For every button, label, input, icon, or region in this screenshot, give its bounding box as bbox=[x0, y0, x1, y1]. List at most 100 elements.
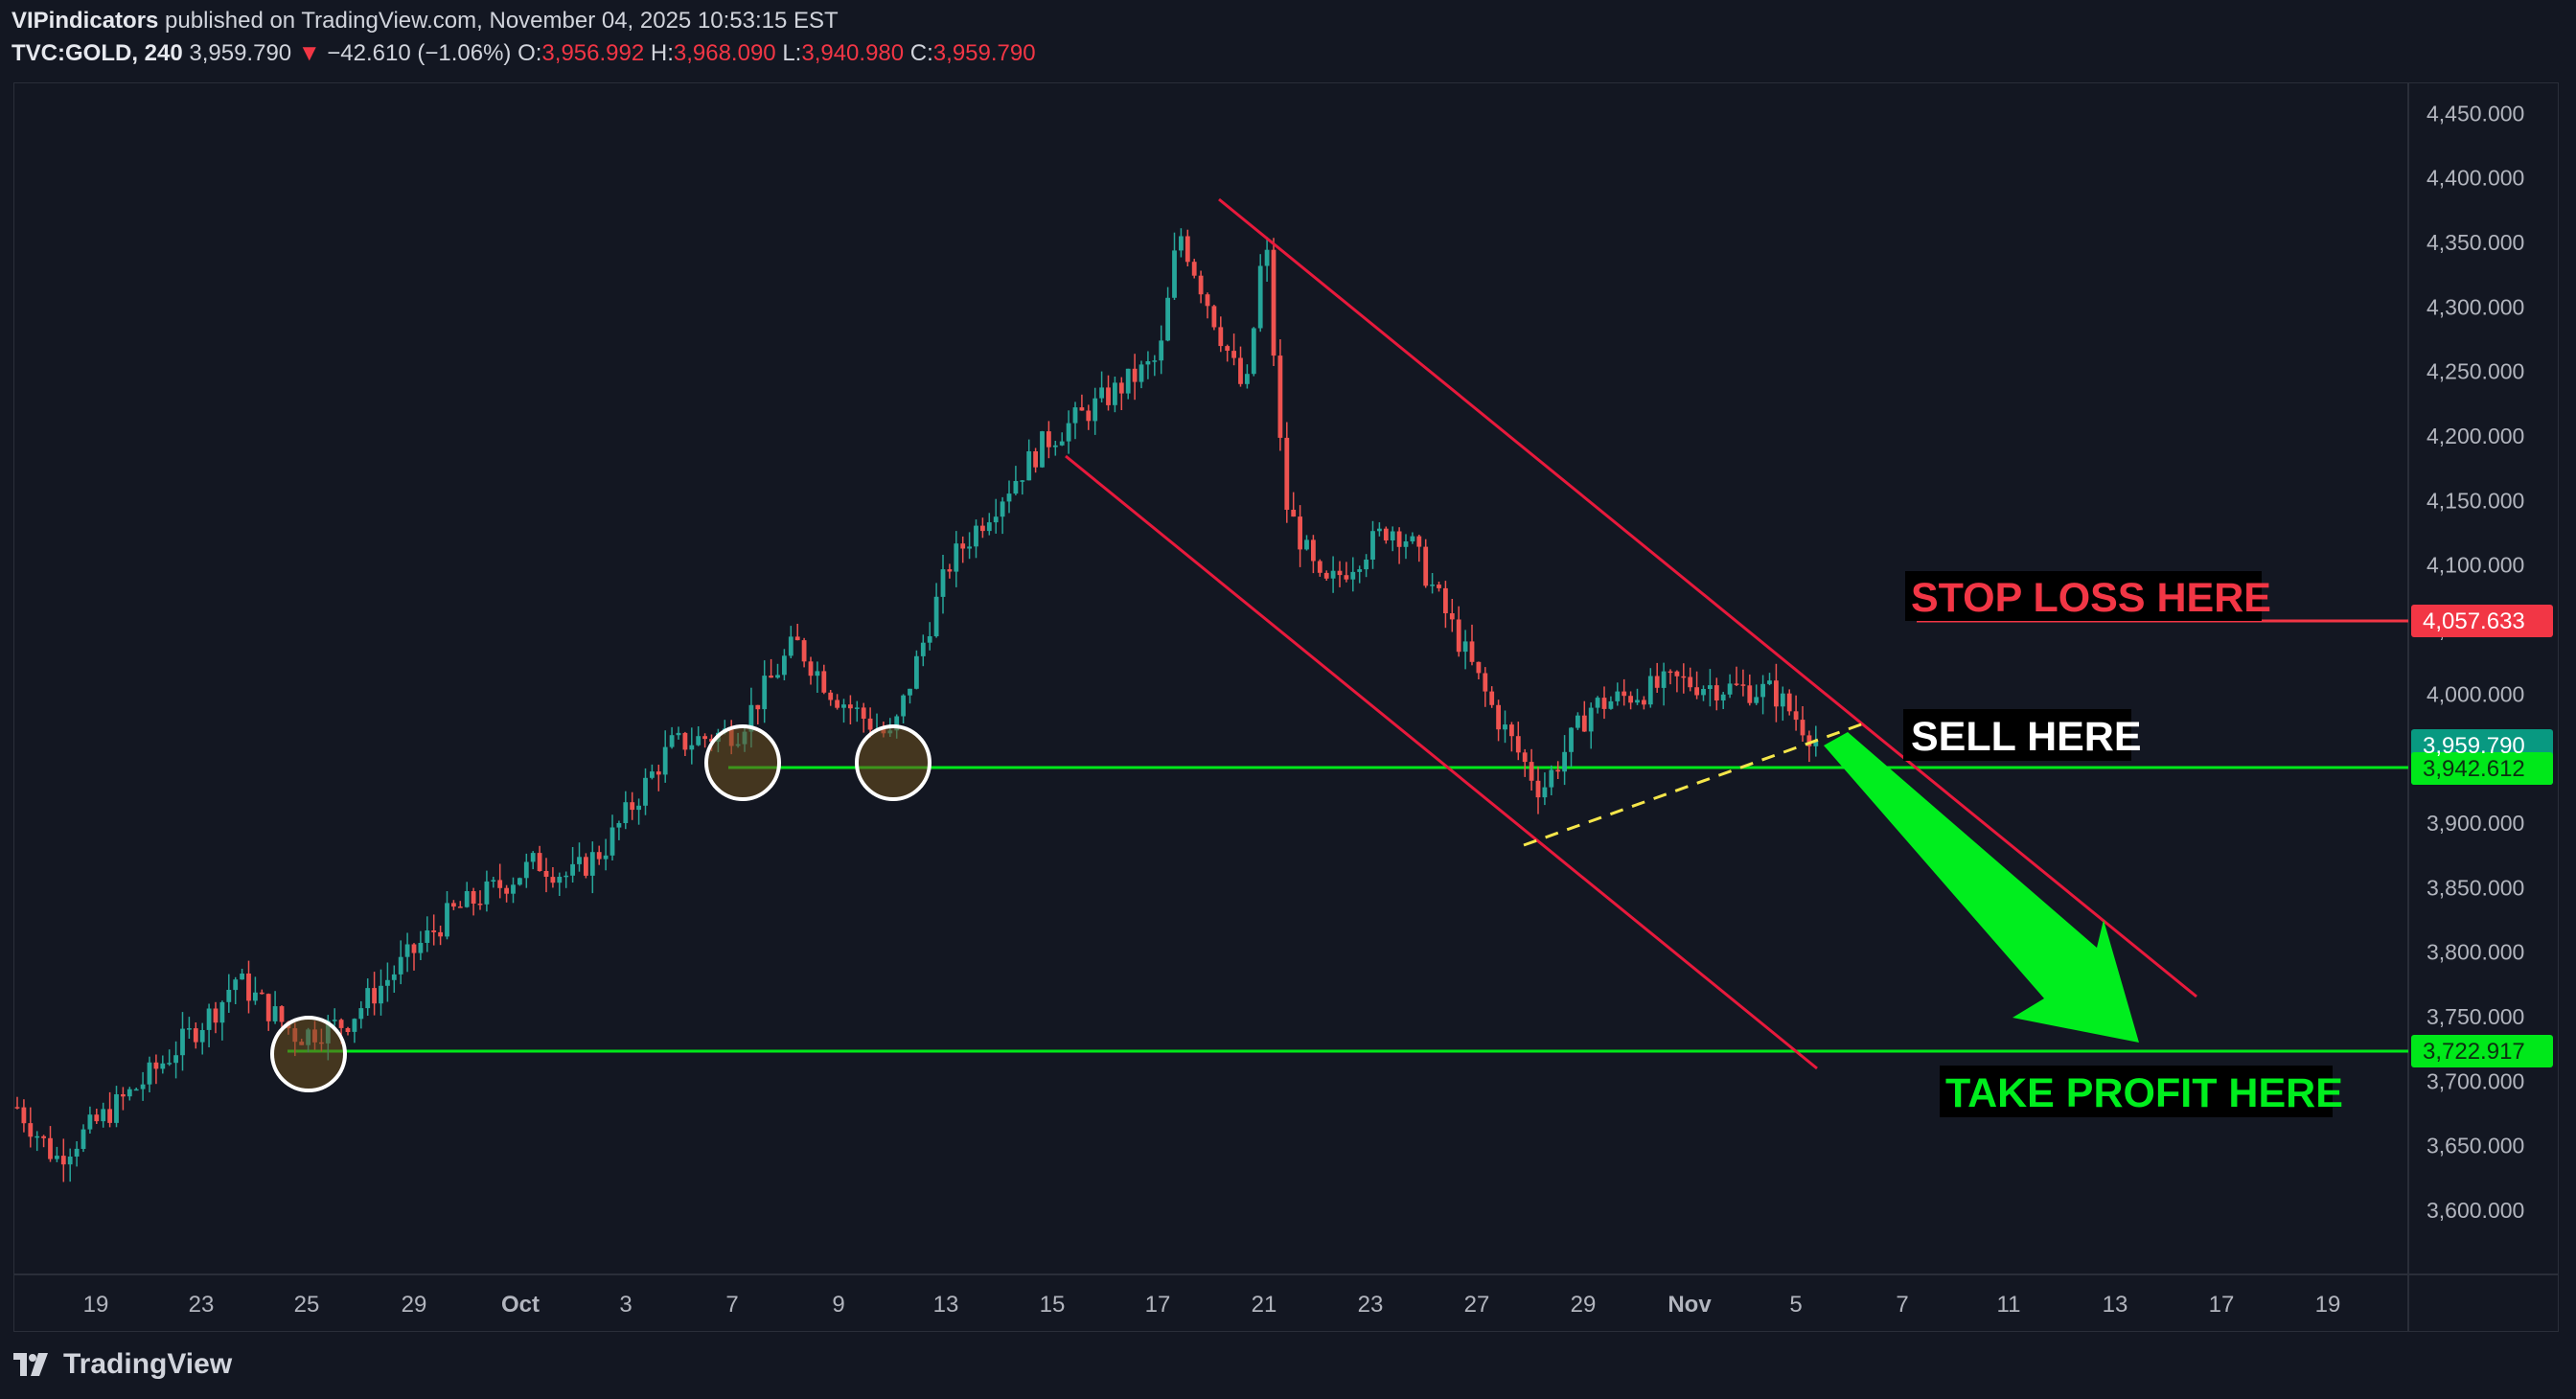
candle-body bbox=[1622, 691, 1627, 697]
time-tick-label: 11 bbox=[1997, 1292, 2021, 1318]
take-profit-price-tag[interactable]: 3,722.917 bbox=[2411, 1035, 2553, 1067]
price-tick-label: 3,800.000 bbox=[2426, 940, 2524, 965]
candle-body bbox=[1714, 685, 1719, 700]
time-tick-label: 27 bbox=[1464, 1292, 1490, 1318]
candle-body bbox=[107, 1109, 112, 1123]
time-axis[interactable]: 19 23 25 29 Oct 3 7 9 13 15 17 21 23 27 29 Nov 5 7 11 13 17 1… bbox=[83, 1292, 2341, 1318]
candle-body bbox=[180, 1028, 185, 1056]
candle-body bbox=[1364, 560, 1368, 570]
time-tick-label: 7 bbox=[1896, 1292, 1908, 1318]
candle-body bbox=[114, 1094, 119, 1123]
price-change: −42.610 (−1.06%) bbox=[327, 40, 512, 66]
candle-body bbox=[14, 1107, 20, 1109]
stop-loss-label: STOP LOSS HERE bbox=[1911, 575, 2271, 621]
channel-upper-line[interactable] bbox=[1218, 197, 2197, 998]
candle-body bbox=[477, 904, 483, 906]
candle-body bbox=[1601, 698, 1607, 709]
candle-body bbox=[1264, 249, 1270, 266]
candle-body bbox=[1311, 539, 1316, 562]
candle-body bbox=[1767, 680, 1772, 684]
time-tick-label: 17 bbox=[1145, 1292, 1171, 1318]
candle-body bbox=[1298, 516, 1302, 550]
candle-body bbox=[1225, 346, 1230, 351]
candle-body bbox=[1416, 536, 1422, 547]
candle-body bbox=[1125, 368, 1131, 394]
candle-body bbox=[1740, 684, 1746, 686]
chart-frame[interactable] bbox=[13, 82, 2559, 1332]
stop-loss-annotation[interactable]: STOP LOSS HERE bbox=[1905, 571, 2271, 621]
candle-body bbox=[1595, 698, 1600, 708]
support-circle-1[interactable] bbox=[270, 1016, 347, 1092]
publisher-name[interactable]: VIPindicators bbox=[12, 8, 159, 34]
candle-body bbox=[28, 1123, 34, 1137]
candle-body bbox=[1628, 696, 1633, 703]
tradingview-brand[interactable]: TradingView bbox=[12, 1345, 232, 1384]
candle-body bbox=[1615, 691, 1621, 701]
candle-body bbox=[748, 704, 754, 732]
time-tick-label: Oct bbox=[501, 1292, 540, 1318]
candle-body bbox=[1522, 752, 1528, 763]
candle-body bbox=[1113, 382, 1117, 405]
candle-body bbox=[1701, 689, 1706, 696]
candle-body bbox=[74, 1148, 80, 1157]
candle-body bbox=[1211, 306, 1217, 328]
candle-body bbox=[570, 863, 575, 876]
price-tick-label: 4,150.000 bbox=[2426, 488, 2524, 513]
candle-body bbox=[543, 871, 549, 877]
current-price-tag[interactable]: 3,959.790 3,942.612 bbox=[2411, 729, 2553, 785]
price-tick-label: 4,000.000 bbox=[2426, 681, 2524, 706]
candle-body bbox=[709, 739, 714, 743]
support-circle-2[interactable] bbox=[704, 724, 781, 801]
candle-body bbox=[914, 655, 919, 689]
candle-body bbox=[1013, 481, 1019, 494]
candle-body bbox=[1708, 685, 1713, 689]
candle-body bbox=[1291, 510, 1297, 517]
candle-body bbox=[265, 994, 271, 1021]
candle-body bbox=[1542, 787, 1548, 798]
candle-body bbox=[253, 992, 258, 1001]
candle-body bbox=[425, 930, 430, 943]
candle-body bbox=[1569, 727, 1574, 752]
candle-body bbox=[94, 1114, 100, 1122]
support-touch-markers bbox=[270, 724, 932, 1092]
candle-body bbox=[1423, 546, 1429, 586]
price-tick-label: 3,900.000 bbox=[2426, 811, 2524, 836]
sell-level-price: 3,942.612 bbox=[2423, 756, 2525, 782]
sell-annotation[interactable]: SELL HERE bbox=[1903, 709, 2142, 761]
stop-loss-price-tag[interactable]: 4,057.633 bbox=[2411, 605, 2553, 637]
candle-body bbox=[808, 661, 814, 677]
candle-body bbox=[1581, 715, 1587, 732]
candle-body bbox=[358, 1008, 364, 1020]
candle-body bbox=[187, 1028, 192, 1030]
candle-body bbox=[418, 943, 424, 953]
symbol-legend: TVC:GOLD, 240 3,959.790 ▼ −42.610 (−1.06… bbox=[12, 40, 1036, 67]
time-tick-label: 29 bbox=[402, 1292, 427, 1318]
time-tick-label: 15 bbox=[1040, 1292, 1066, 1318]
candle-body bbox=[557, 877, 563, 883]
channel-lower-line[interactable] bbox=[1065, 454, 1818, 1070]
candle-body bbox=[1430, 585, 1435, 586]
candle-body bbox=[1410, 536, 1415, 541]
symbol-name[interactable]: TVC:GOLD, 240 bbox=[12, 40, 183, 66]
candle-body bbox=[1806, 735, 1812, 746]
candle-body bbox=[365, 988, 371, 1009]
rising-trendline[interactable] bbox=[1523, 722, 1865, 847]
candle-body bbox=[815, 671, 820, 677]
time-tick-label: 19 bbox=[2315, 1292, 2341, 1318]
candle-body bbox=[1747, 685, 1753, 703]
time-tick-label: 17 bbox=[2209, 1292, 2235, 1318]
candle-body bbox=[1496, 704, 1501, 730]
candle-body bbox=[213, 1008, 218, 1023]
candle-body bbox=[1635, 700, 1640, 703]
price-chart[interactable]: 4,450.000 4,400.000 4,350.000 4,300.000 4,25… bbox=[0, 0, 2576, 1342]
candle-body bbox=[1390, 531, 1395, 540]
candle-body bbox=[1040, 431, 1045, 468]
price-tick-label: 3,650.000 bbox=[2426, 1134, 2524, 1158]
candle-body bbox=[1026, 451, 1032, 481]
take-profit-label-bg bbox=[1940, 1066, 2333, 1117]
support-circle-3[interactable] bbox=[855, 724, 932, 801]
take-profit-annotation[interactable]: TAKE PROFIT HERE bbox=[1940, 1066, 2343, 1117]
candle-body bbox=[1191, 262, 1197, 276]
candle-body bbox=[1642, 700, 1646, 705]
candle-body bbox=[901, 695, 906, 717]
